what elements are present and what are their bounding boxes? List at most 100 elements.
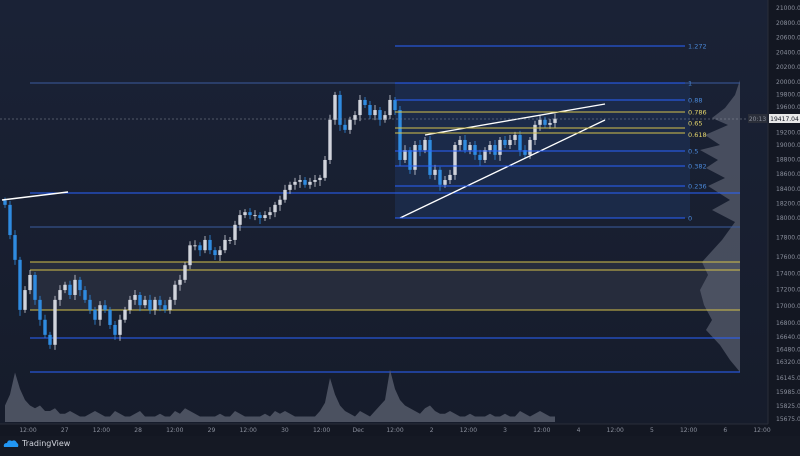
candle-body bbox=[23, 290, 27, 310]
fib-level-label: 0.65 bbox=[688, 120, 702, 128]
candle-body bbox=[358, 99, 362, 116]
candle-body bbox=[418, 145, 422, 151]
price-tick: 20600.00 bbox=[776, 35, 800, 42]
candle-body bbox=[123, 309, 127, 320]
price-tick: 20000.00 bbox=[776, 79, 800, 86]
time-tick: 5 bbox=[650, 427, 654, 434]
candle-body bbox=[8, 204, 12, 236]
candle-body bbox=[288, 184, 292, 190]
candle-body bbox=[393, 99, 397, 111]
price-axis[interactable] bbox=[768, 0, 800, 424]
candle-body bbox=[13, 235, 17, 260]
candle-body bbox=[198, 245, 202, 251]
candle-body bbox=[33, 274, 37, 300]
candle-body bbox=[403, 150, 407, 160]
candle-body bbox=[508, 139, 512, 145]
candle-body bbox=[378, 110, 382, 120]
candle-body bbox=[203, 239, 207, 251]
candle-body bbox=[63, 284, 67, 291]
time-tick: 12:00 bbox=[93, 427, 110, 434]
candle-body bbox=[413, 145, 417, 170]
candle-body bbox=[133, 294, 137, 300]
candle-body bbox=[353, 115, 357, 120]
candle-body bbox=[213, 250, 217, 256]
candle-body bbox=[58, 290, 62, 300]
candle-body bbox=[128, 299, 132, 310]
candle-body bbox=[258, 215, 262, 218]
fib-level-label: 0.618 bbox=[688, 131, 707, 139]
price-tick: 16320.00 bbox=[776, 359, 800, 366]
candle-body bbox=[488, 145, 492, 151]
candle-body bbox=[118, 319, 122, 335]
candle-body bbox=[163, 305, 167, 310]
trendline-left[interactable] bbox=[1, 191, 69, 201]
candle-body bbox=[253, 215, 257, 217]
time-tick: 29 bbox=[208, 427, 216, 434]
candle-body bbox=[183, 265, 187, 280]
fib-level-label: 0.88 bbox=[688, 97, 702, 105]
price-tick: 16145.00 bbox=[776, 375, 800, 382]
time-tick: 4 bbox=[577, 427, 581, 434]
price-tick: 18800.00 bbox=[776, 157, 800, 164]
candle-body bbox=[408, 150, 412, 170]
countdown-label: 20:13 bbox=[749, 116, 766, 123]
time-tick: 27 bbox=[61, 427, 69, 434]
candle-body bbox=[43, 319, 47, 335]
candle-body bbox=[368, 104, 372, 116]
fib-level-label: 0.5 bbox=[688, 148, 698, 156]
candle-body bbox=[78, 279, 82, 291]
candle-body bbox=[298, 180, 302, 182]
candle-body bbox=[333, 94, 337, 120]
candle-body bbox=[328, 119, 332, 160]
candle-body bbox=[238, 215, 242, 225]
candle-body bbox=[443, 180, 447, 185]
price-tick: 17200.00 bbox=[776, 287, 800, 294]
horizontal-levels bbox=[30, 82, 740, 373]
candle-body bbox=[398, 110, 402, 160]
candle-body bbox=[103, 305, 107, 310]
candle-body bbox=[448, 174, 452, 181]
fib-level-label: 0.382 bbox=[688, 163, 707, 171]
time-tick: 12:00 bbox=[386, 427, 403, 434]
candle-body bbox=[498, 139, 502, 155]
time-tick: 30 bbox=[281, 427, 289, 434]
price-tick: 19200.00 bbox=[776, 129, 800, 136]
wedge-upper-trendline[interactable] bbox=[424, 103, 606, 136]
price-tick: 15675.00 bbox=[776, 416, 800, 423]
candle-body bbox=[438, 169, 442, 185]
candle-body bbox=[338, 94, 342, 125]
candle-body bbox=[318, 177, 322, 181]
candle-body bbox=[113, 324, 117, 335]
candle-body bbox=[273, 204, 277, 213]
tradingview-logo[interactable]: TradingView bbox=[3, 439, 70, 448]
price-tick: 16800.00 bbox=[776, 320, 800, 327]
candle-body bbox=[278, 199, 282, 205]
time-tick: 12:00 bbox=[240, 427, 257, 434]
candle-body bbox=[48, 334, 52, 345]
candle-body bbox=[83, 290, 87, 300]
price-tick: 15985.00 bbox=[776, 389, 800, 396]
candle-body bbox=[383, 115, 387, 120]
price-tick: 20400.00 bbox=[776, 49, 800, 56]
candle-body bbox=[178, 279, 182, 285]
candle-body bbox=[193, 245, 197, 247]
candle-body bbox=[458, 139, 462, 145]
candle-body bbox=[433, 169, 437, 175]
candle-body bbox=[263, 215, 267, 218]
candle-body bbox=[73, 279, 77, 295]
fib-level-label: 0 bbox=[688, 215, 692, 223]
candle-body bbox=[493, 145, 497, 155]
candle-body bbox=[228, 239, 232, 241]
price-tick: 20200.00 bbox=[776, 64, 800, 71]
candle-body bbox=[138, 294, 142, 306]
wedge-lower-trendline[interactable] bbox=[399, 119, 606, 219]
candle-body bbox=[153, 299, 157, 310]
time-tick: 12:00 bbox=[313, 427, 330, 434]
yellow-zone bbox=[30, 262, 740, 310]
time-tick: 3 bbox=[503, 427, 507, 434]
time-axis[interactable] bbox=[0, 424, 768, 436]
candle-body bbox=[28, 274, 32, 291]
candle-body bbox=[68, 284, 72, 295]
brand-name: TradingView bbox=[22, 439, 71, 448]
